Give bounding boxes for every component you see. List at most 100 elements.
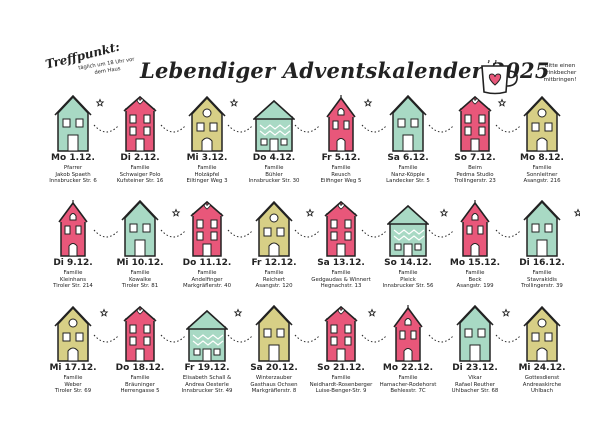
day-host-line: Familie bbox=[398, 165, 418, 171]
day-host-line: Familie bbox=[130, 375, 150, 381]
day-host-name: Hamacher-Rodehorst bbox=[379, 381, 437, 388]
calendar-day: Mo 1.12. Pfarrer Jakob Spaeth Innsbrucker S… bbox=[40, 95, 106, 205]
house-icon bbox=[186, 200, 228, 258]
day-host-line: Familie bbox=[532, 165, 552, 171]
star-icon bbox=[305, 208, 315, 217]
day-date: Do 11.12. bbox=[182, 258, 232, 268]
house-icon bbox=[52, 200, 94, 258]
mug-note-line: mitbringen! bbox=[543, 77, 577, 83]
star-icon bbox=[171, 208, 181, 217]
day-host-line: Familie bbox=[331, 165, 351, 171]
day-host-line: Elisabeth Schall & bbox=[182, 375, 232, 381]
house-icon bbox=[454, 200, 496, 258]
day-address: Trollingerstr. 23 bbox=[454, 178, 496, 185]
calendar-day: Mi 24.12. Gottesdienst Andreaskirche Uhlbac… bbox=[509, 305, 575, 415]
day-host-name: Neidhardt-Rosenberger bbox=[309, 381, 373, 388]
star-icon bbox=[367, 308, 377, 317]
day-date: Di 2.12. bbox=[120, 153, 160, 163]
calendar-day: Mi 10.12. Familie Kowalke Tiroler Str. 81 bbox=[107, 200, 173, 310]
house-icon bbox=[521, 95, 563, 153]
day-host-name: Sonnleitner bbox=[526, 171, 558, 178]
mug-note-line: Trinkbecher bbox=[543, 70, 577, 76]
mug-note: Bitte einen Trinkbecher mitbringen! bbox=[534, 63, 586, 84]
mug-icon bbox=[481, 60, 518, 95]
house-icon bbox=[387, 95, 429, 153]
day-date: So 21.12. bbox=[317, 363, 365, 373]
day-host-name: Gedgaudas & Winnert bbox=[311, 276, 371, 283]
calendar-day: Mi 3.12. Familie Holzäpfel Eiltinger Weg 3 bbox=[174, 95, 240, 205]
day-date: Do 4.12. bbox=[252, 153, 296, 163]
garland-icon bbox=[93, 308, 522, 343]
day-host-name: Rafael Reuther bbox=[455, 381, 495, 388]
day-address: Herrengasse 5 bbox=[120, 388, 160, 395]
calendar-day: Fr 5.12. Familie Reusch Eilfinger Weg 5 bbox=[308, 95, 374, 205]
garland-icon bbox=[93, 98, 522, 133]
day-address: Markgräflerstr. 40 bbox=[182, 283, 232, 290]
day-address: Eilfinger Weg 5 bbox=[320, 178, 362, 185]
star-icon bbox=[233, 308, 243, 317]
day-host-line: Familie bbox=[532, 270, 552, 276]
day-host-name: Andelfinger bbox=[191, 276, 223, 283]
day-date: Mi 17.12. bbox=[49, 363, 97, 373]
day-host-name: Pleick bbox=[400, 276, 416, 283]
house-icon bbox=[186, 305, 228, 363]
calendar-day: Di 23.12. Vikar Rafael Reuther Uhlbacher St… bbox=[442, 305, 508, 415]
calendar-day: Mo 22.12. Familie Hamacher-Rodehorst Behles… bbox=[375, 305, 441, 415]
day-date: Mi 24.12. bbox=[518, 363, 566, 373]
day-host-name: Gasthaus Ochsen bbox=[250, 381, 298, 388]
day-address: Trollingerstr. 39 bbox=[521, 283, 563, 290]
day-date: Di 23.12. bbox=[452, 363, 498, 373]
day-host-line: Gottesdienst bbox=[524, 375, 560, 381]
calendar-day: Di 9.12. Familie Kleinhans Tiroler Str. 214 bbox=[40, 200, 106, 310]
house-icon bbox=[387, 305, 429, 363]
house-icon bbox=[320, 95, 362, 153]
calendar-day: Mi 17.12. Familie Weber Tiroler Str. 69 bbox=[40, 305, 106, 415]
day-host-name: Weber bbox=[64, 381, 82, 388]
day-host-name: Bräuninger bbox=[125, 381, 155, 388]
day-address: Landecker Str. 5 bbox=[386, 178, 430, 185]
day-host-name: Beck bbox=[468, 276, 482, 283]
calendar-day: So 21.12. Familie Neidhardt-Rosenberger Lui… bbox=[308, 305, 374, 415]
house-icon bbox=[521, 200, 563, 258]
day-host-name: Stavrakidis bbox=[527, 276, 557, 283]
day-date: Mo 22.12. bbox=[382, 363, 434, 373]
day-host-name: Andreaskirche bbox=[522, 381, 562, 388]
house-icon bbox=[253, 95, 295, 153]
house-icon bbox=[320, 305, 362, 363]
calendar-day: Sa 6.12. Familie Nanz-Köpple Landecker Str.… bbox=[375, 95, 441, 205]
day-address: Eiltinger Weg 3 bbox=[186, 178, 228, 185]
day-host-name: Pedma Studio bbox=[456, 171, 494, 178]
day-address: Tiroler Str. 69 bbox=[54, 388, 92, 395]
day-host-line: Familie bbox=[63, 270, 83, 276]
day-host-line: Familie bbox=[331, 375, 351, 381]
header: Treffpunkt: täglich um 18 Uhr vor dem Ha… bbox=[0, 0, 610, 100]
house-icon bbox=[253, 305, 295, 363]
house-icon bbox=[119, 305, 161, 363]
day-host-line: Familie bbox=[264, 165, 284, 171]
house-icon bbox=[521, 305, 563, 363]
day-host-name: Jakob Spaeth bbox=[55, 171, 91, 178]
day-address: Innsbrucker Str. 30 bbox=[248, 178, 300, 185]
day-address: Asangstr. 216 bbox=[523, 178, 561, 185]
star-icon bbox=[229, 98, 239, 107]
day-address: Asangstr. 120 bbox=[255, 283, 293, 290]
calendar-day: Do 4.12. Familie Bühler Innsbrucker Str. 30 bbox=[241, 95, 307, 205]
calendar-day: Do 11.12. Familie Andelfinger Markgräflerst… bbox=[174, 200, 240, 310]
star-icon bbox=[501, 308, 511, 317]
day-date: Sa 13.12. bbox=[317, 258, 365, 268]
house-icon bbox=[454, 95, 496, 153]
day-date: Fr 5.12. bbox=[321, 153, 361, 163]
day-host-line: Familie bbox=[264, 270, 284, 276]
day-address: Hegnachstr. 13 bbox=[320, 283, 362, 290]
page-title: Lebendiger Adventskalender 2025 bbox=[140, 58, 550, 83]
calendar-day: Fr 19.12. Elisabeth Schall & Andrea Oester… bbox=[174, 305, 240, 415]
calendar-day: Mo 15.12. Familie Beck Asangstr. 199 bbox=[442, 200, 508, 310]
calendar-day: Fr 12.12. Familie Reichert Asangstr. 120 bbox=[241, 200, 307, 310]
day-address: Tiroler Str. 214 bbox=[53, 283, 93, 290]
day-address: Asangstr. 199 bbox=[456, 283, 494, 290]
day-host-name: Kowalke bbox=[128, 276, 152, 283]
garland-icon bbox=[93, 208, 580, 238]
house-icon bbox=[387, 200, 429, 258]
day-host-name: Holzäpfel bbox=[194, 171, 220, 178]
star-icon bbox=[439, 208, 449, 217]
